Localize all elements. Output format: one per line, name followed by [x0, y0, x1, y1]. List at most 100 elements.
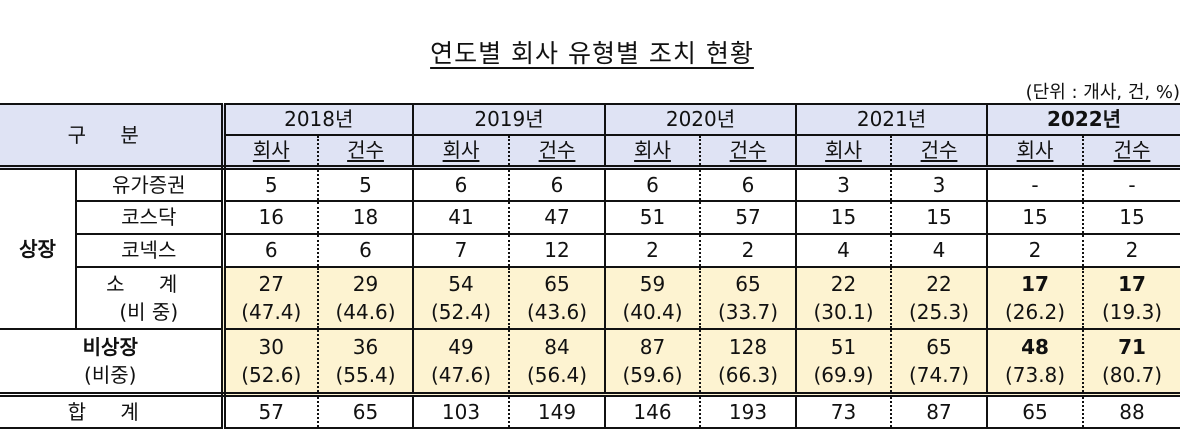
value: 84: [544, 335, 570, 359]
unlisted-ratio-label: (비중): [84, 363, 137, 387]
cell: 30 (52.6): [222, 328, 320, 397]
row-label: 비상장 (비중): [0, 328, 226, 397]
ratio: (26.2): [1004, 300, 1066, 324]
cell: 54 (52.4): [412, 266, 511, 330]
value: 36: [352, 335, 379, 359]
cell: 128 (66.3): [699, 328, 798, 397]
cell: 22 (30.1): [795, 266, 893, 330]
cell: -: [1082, 166, 1181, 202]
cell: 15: [890, 200, 989, 235]
table-row-kosdaq: 코스닥 16 18 41 47 51 57 15 15 15 15: [0, 200, 1181, 235]
cell: 2: [699, 233, 798, 268]
header-year-2021: 2021년: [795, 103, 989, 136]
header-year-2018: 2018년: [222, 103, 415, 136]
cell: 57: [699, 200, 798, 235]
subtotal-ratio-label: (비 중): [119, 300, 179, 324]
cell: 3: [795, 166, 893, 202]
value: 17: [1118, 272, 1146, 296]
table-row-subtotal: 소 계 (비 중) 27 (47.4) 29 (44.6) 54 (52.4) 65 (4…: [0, 266, 1181, 330]
value: 65: [544, 272, 570, 296]
cell: 6: [699, 166, 798, 202]
table-row-kospi: 상장 유가증권 5 5 6 6 6 6 3 3 - -: [0, 166, 1181, 330]
ratio: (59.6): [622, 363, 683, 387]
table-title: 연도별 회사 유형별 조치 현황: [0, 34, 1184, 70]
cell: 88: [1082, 393, 1181, 429]
table-row-total: 합 계 57 65 103 149 146 193 73 87 65 88: [0, 393, 1181, 429]
header-company: 회사: [604, 134, 702, 170]
cell: 65: [317, 393, 415, 429]
ratio: (30.1): [813, 300, 874, 324]
cell: 36 (55.4): [317, 328, 415, 397]
cell: 41: [412, 200, 511, 235]
cell: 6: [412, 166, 511, 202]
table-row-konex: 코넥스 6 6 7 12 2 2 4 4 2 2: [0, 233, 1181, 268]
cell: 146: [604, 393, 702, 429]
cell: 73: [795, 393, 893, 429]
row-label: 코넥스: [74, 233, 226, 268]
header-cases: 건수: [1082, 134, 1181, 170]
cell: 17 (26.2): [986, 266, 1085, 330]
header-cases: 건수: [890, 134, 989, 170]
ratio: (52.6): [241, 363, 302, 387]
cell: 87 (59.6): [604, 328, 702, 397]
ratio: (80.7): [1101, 363, 1163, 387]
value: 22: [830, 272, 857, 296]
cell: 2: [604, 233, 702, 268]
header-company: 회사: [795, 134, 893, 170]
cell: 29 (44.6): [317, 266, 415, 330]
cell: 4: [795, 233, 893, 268]
cell: -: [986, 166, 1085, 202]
value: 65: [926, 335, 952, 359]
header-year-2022: 2022년: [986, 103, 1181, 136]
cell: 47: [508, 200, 607, 235]
cell: 65 (74.7): [890, 328, 989, 397]
ratio: (43.6): [526, 300, 588, 324]
ratio: (66.3): [717, 363, 779, 387]
value: 71: [1118, 335, 1146, 359]
cell: 59 (40.4): [604, 266, 702, 330]
cell: 71 (80.7): [1082, 328, 1181, 397]
cell: 87: [890, 393, 989, 429]
header-company: 회사: [222, 134, 320, 170]
ratio: (33.7): [717, 300, 779, 324]
row-label: 소 계 (비 중): [74, 266, 226, 330]
cell: 6: [317, 233, 415, 268]
header-year-2019: 2019년: [412, 103, 607, 136]
cell: 5: [222, 166, 320, 202]
title-text: 연도별 회사 유형별 조치 현황: [430, 39, 754, 68]
cell: 18: [317, 200, 415, 235]
cell: 149: [508, 393, 607, 429]
header-cases: 건수: [317, 134, 415, 170]
value: 54: [448, 272, 474, 296]
value: 49: [448, 335, 474, 359]
ratio: (25.3): [908, 300, 970, 324]
value: 29: [352, 272, 379, 296]
row-label: 유가증권: [74, 166, 226, 202]
cell: 193: [699, 393, 798, 429]
ratio: (69.9): [813, 363, 874, 387]
header-cases: 건수: [508, 134, 607, 170]
cell: 17 (19.3): [1082, 266, 1181, 330]
cell: 65 (43.6): [508, 266, 607, 330]
ratio: (40.4): [622, 300, 683, 324]
value: 30: [258, 335, 284, 359]
ratio: (47.4): [241, 300, 302, 324]
cell: 27 (47.4): [222, 266, 320, 330]
ratio: (74.7): [908, 363, 970, 387]
header-sub-row: 회사 건수 회사 건수 회사 건수 회사 건수 회사 건수: [0, 134, 1181, 170]
cell: 12: [508, 233, 607, 268]
cell: 65 (33.7): [699, 266, 798, 330]
row-label: 코스닥: [74, 200, 226, 235]
cell: 3: [890, 166, 989, 202]
cell: 2: [986, 233, 1085, 268]
value: 51: [830, 335, 857, 359]
ratio: (73.8): [1004, 363, 1066, 387]
ratio: (19.3): [1101, 300, 1163, 324]
header-cases: 건수: [699, 134, 798, 170]
cell: 15: [795, 200, 893, 235]
cell: 65: [986, 393, 1085, 429]
cell: 51: [604, 200, 702, 235]
ratio: (47.6): [430, 363, 492, 387]
cell: 5: [317, 166, 415, 202]
cell: 51 (69.9): [795, 328, 893, 397]
